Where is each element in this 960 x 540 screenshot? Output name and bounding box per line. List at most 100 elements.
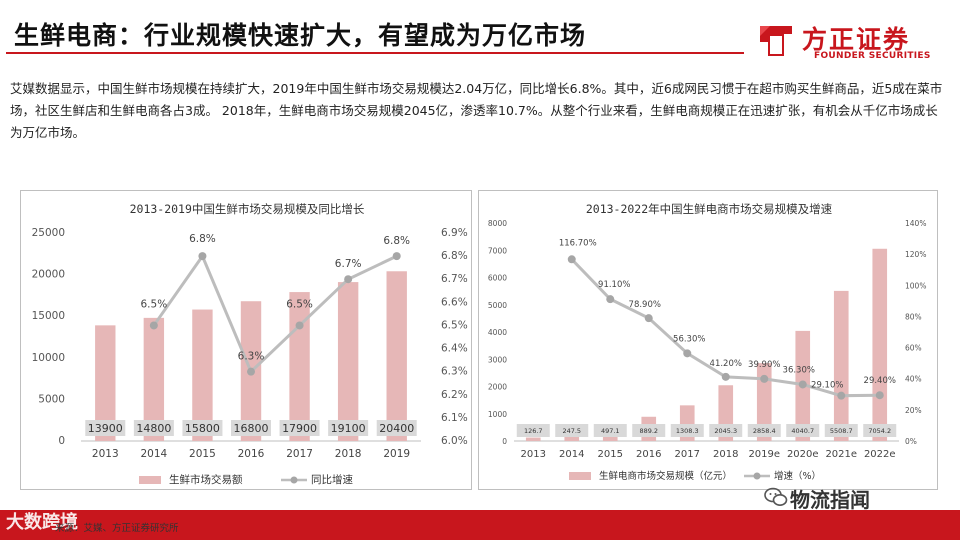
y-left-tick: 5000	[488, 301, 507, 310]
bar-label-box	[328, 420, 369, 436]
bar-data-label: 20400	[379, 422, 414, 435]
bar-label-box	[279, 420, 320, 436]
bar-label-box	[824, 424, 858, 437]
bar-label-box	[632, 424, 666, 437]
line-data-label: 29.40%	[864, 376, 896, 386]
y-right-tick: 40%	[905, 375, 922, 384]
logo-text-en: FOUNDER SECURITIES	[814, 51, 931, 61]
source-note: 来源：艾媒、方正证券研究所	[55, 523, 179, 534]
bar	[337, 282, 359, 441]
line-point	[875, 391, 884, 400]
line-point	[247, 367, 255, 376]
watermark-right: 物流指闻	[790, 488, 870, 512]
title-divider	[6, 52, 744, 54]
bar-label-box	[709, 424, 743, 437]
line-point	[721, 372, 730, 381]
bar-label-box	[593, 424, 627, 437]
y-right-tick: 6.8%	[441, 250, 468, 262]
bar-label-box	[786, 424, 820, 437]
line-point	[567, 255, 576, 264]
bar	[386, 271, 407, 441]
line-data-label: 91.10%	[598, 280, 630, 290]
bar-data-label: 497.1	[601, 427, 620, 435]
bar-data-label: 15800	[185, 422, 220, 435]
bar-label-box	[863, 424, 897, 437]
x-tick-label: 2017	[675, 449, 700, 460]
y-left-tick: 15000	[32, 310, 65, 322]
line-point	[683, 349, 692, 358]
chart-fresh-market: 2013-2019中国生鲜市场交易规模及同比增长 0 5000 10000 15000 2…	[20, 190, 472, 490]
line-data-label: 6.8%	[383, 235, 410, 247]
y-left-tick: 1000	[488, 410, 507, 419]
chart-fresh-market-svg: 2013-2019中国生鲜市场交易规模及同比增长 0 5000 10000 15000 2…	[32, 202, 468, 486]
legend-label: 同比增速	[311, 473, 353, 486]
bar	[95, 325, 116, 441]
x-tick-label: 2013	[521, 449, 546, 460]
bar	[756, 363, 772, 441]
y-left-tick: 6000	[488, 274, 507, 283]
legend-bar-swatch	[569, 472, 591, 480]
bar-label-box	[133, 420, 174, 436]
x-tick-label: 2022e	[864, 449, 896, 460]
y-right-tick: 80%	[905, 312, 922, 321]
bar-data-label: 13900	[88, 422, 123, 435]
bar-data-label: 126.7	[524, 427, 543, 435]
line-data-label: 29.10%	[811, 381, 843, 391]
line-point	[344, 275, 353, 284]
legend-line-marker	[290, 476, 298, 484]
legend-label: 生鲜市场交易额	[169, 473, 243, 486]
watermark-left: 大数跨境	[6, 512, 78, 533]
legend-bar-swatch	[139, 476, 161, 484]
wechat-icon	[764, 487, 788, 506]
y-right-tick: 6.7%	[441, 273, 468, 285]
y-right-tick: 6.3%	[441, 366, 468, 378]
founder-logo-icon	[760, 26, 792, 56]
bar	[564, 434, 580, 441]
line-point	[392, 252, 401, 261]
bar	[872, 248, 888, 441]
y-right-tick: 6.1%	[441, 412, 468, 424]
bar-label-box	[747, 424, 781, 437]
bar-label-box	[516, 424, 550, 437]
logo-text-cn: 方正证券	[802, 25, 911, 54]
bar-label-box	[670, 424, 704, 437]
x-tick-label: 2015	[598, 449, 623, 460]
y-right-tick: 0%	[905, 437, 917, 446]
y-left-tick: 2000	[488, 383, 507, 392]
bar-label-box	[85, 420, 126, 436]
line-data-label: 39.90%	[748, 360, 780, 370]
chart-fresh-ecommerce: 2013-2022年中国生鲜电商市场交易规模及增速 0 1000 2000 3000 40…	[478, 190, 938, 490]
bar	[833, 290, 849, 441]
x-tick-label: 2016	[238, 448, 265, 460]
bar	[192, 309, 213, 441]
line-data-label: 6.8%	[189, 233, 216, 245]
line-point	[644, 314, 653, 323]
line-point	[606, 295, 615, 304]
bar-data-label: 889.2	[639, 427, 658, 435]
x-tick-label: 2018	[335, 448, 362, 460]
y-left-tick: 0	[502, 437, 507, 446]
page-title: 生鲜电商：行业规模快速扩大，有望成为万亿市场	[14, 21, 587, 50]
line-data-label: 6.3%	[238, 351, 265, 363]
bar-label-box	[231, 420, 271, 436]
bar-data-label: 5508.7	[830, 427, 853, 435]
line-point	[198, 252, 207, 261]
x-tick-label: 2021e	[825, 449, 857, 460]
x-tick-label: 2016	[636, 449, 661, 460]
line-point	[760, 374, 769, 383]
bar-label-box	[376, 420, 417, 436]
bar-data-label: 17900	[282, 422, 317, 435]
line-point	[149, 321, 158, 330]
bar-data-label: 2858.4	[753, 427, 776, 435]
bar-data-label: 16800	[234, 422, 269, 435]
line-data-label: 36.30%	[783, 365, 815, 375]
series-line	[152, 253, 398, 375]
bar-data-label: 1308.3	[676, 427, 699, 435]
line-data-label: 6.5%	[141, 298, 168, 310]
x-tick-label: 2019e	[748, 449, 780, 460]
y-right-tick: 6.2%	[441, 389, 468, 401]
x-tick-label: 2014	[140, 448, 167, 460]
y-left-tick: 4000	[488, 328, 507, 337]
legend-label: 增速（%）	[774, 470, 821, 482]
chart-fresh-ecommerce-svg: 2013-2022年中国生鲜电商市场交易规模及增速 0 1000 2000 3000 40…	[488, 202, 927, 482]
